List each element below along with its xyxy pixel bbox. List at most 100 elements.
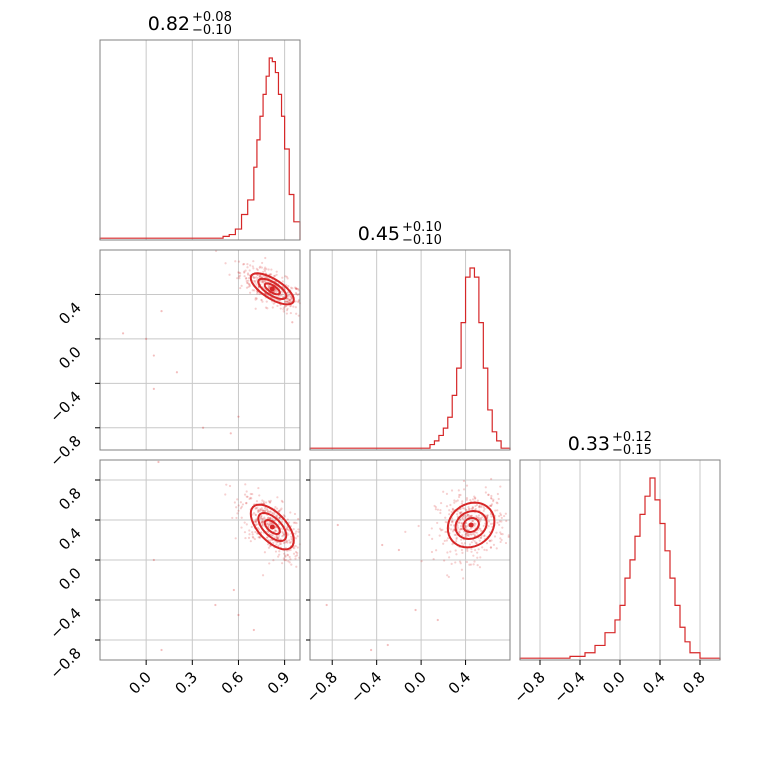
sample-point — [278, 516, 281, 520]
sample-point — [463, 516, 467, 520]
sample-point — [498, 523, 501, 526]
sample-point — [294, 555, 297, 558]
y-tick-label: 0.0 — [55, 564, 85, 594]
sample-point — [478, 506, 481, 509]
sample-point — [459, 511, 462, 514]
histogram-param-1 — [99, 57, 301, 240]
scatter-panel-2-marks — [152, 460, 301, 652]
sample-point — [284, 275, 287, 278]
sample-point — [500, 516, 503, 519]
sample-point — [235, 506, 238, 509]
sample-point — [251, 531, 254, 534]
sample-point — [434, 506, 437, 509]
sample-point — [268, 510, 271, 514]
sample-point — [284, 300, 287, 304]
sample-point — [428, 533, 431, 537]
sample-point — [237, 260, 241, 263]
sample-point — [292, 528, 295, 531]
sample-point — [295, 287, 298, 290]
sample-point — [465, 560, 469, 564]
sample-point — [294, 521, 297, 524]
sample-point — [489, 546, 493, 549]
sample-point — [499, 532, 503, 536]
sample-point — [295, 312, 298, 315]
sample-point — [499, 512, 502, 515]
sample-point — [287, 521, 291, 524]
sample-point — [264, 501, 268, 504]
sample-point — [274, 529, 277, 532]
sample-point — [434, 508, 437, 511]
sample-point — [286, 300, 289, 303]
sample-point — [444, 520, 447, 524]
sample-point — [275, 507, 279, 510]
sample-point — [236, 277, 239, 280]
sample-point — [253, 276, 256, 279]
sample-point — [294, 300, 297, 303]
sample-point — [258, 292, 261, 296]
sample-point — [281, 285, 285, 289]
sample-point — [285, 312, 288, 315]
sample-point — [454, 549, 457, 552]
sample-point — [473, 540, 476, 543]
sample-point — [287, 528, 290, 532]
sample-point — [454, 533, 457, 536]
sample-point — [487, 524, 490, 528]
sample-point — [245, 281, 249, 284]
sample-point — [462, 488, 466, 491]
x-tick-label: 0.0 — [400, 668, 430, 698]
sample-point — [476, 551, 479, 554]
sample-point — [274, 505, 277, 509]
sample-point — [462, 518, 466, 521]
sample-point — [489, 513, 493, 516]
sample-point — [248, 497, 251, 501]
sample-point — [261, 574, 265, 577]
sample-point — [473, 534, 476, 538]
sample-point — [248, 284, 251, 288]
x-tick-label: −0.4 — [347, 668, 385, 706]
sample-point — [228, 273, 231, 276]
sample-point — [460, 568, 464, 571]
sample-point — [263, 507, 267, 510]
sample-point — [259, 515, 263, 518]
sample-point — [503, 514, 506, 518]
contour-level-2 — [257, 277, 288, 301]
sample-point — [459, 525, 463, 528]
sample-point — [289, 558, 292, 561]
outlier-point — [157, 460, 160, 464]
sample-point — [477, 518, 481, 521]
sample-point — [255, 297, 258, 300]
sample-point — [257, 486, 260, 490]
sample-point — [225, 483, 228, 486]
sample-point — [285, 540, 288, 544]
sample-point — [261, 281, 265, 284]
sample-point — [433, 504, 436, 508]
sample-point — [254, 307, 257, 310]
sample-point — [480, 536, 483, 539]
sample-point — [231, 516, 234, 520]
sample-point — [496, 509, 499, 512]
sample-point — [259, 517, 262, 520]
sample-point — [258, 274, 261, 278]
sample-point — [455, 500, 458, 503]
sample-point — [255, 267, 258, 270]
sample-point — [245, 490, 248, 493]
sample-point — [286, 553, 289, 556]
sample-point — [473, 524, 476, 527]
sample-point — [267, 546, 271, 549]
sample-point — [245, 279, 248, 283]
sample-point — [282, 310, 285, 313]
sample-point — [270, 521, 273, 524]
sample-point — [472, 532, 475, 535]
sample-point — [456, 499, 459, 502]
sample-point — [476, 499, 479, 502]
sample-point — [267, 531, 270, 534]
sample-point — [283, 533, 286, 536]
sample-point — [449, 523, 453, 527]
scatter-panel-1-marks — [121, 249, 301, 435]
sample-point — [256, 506, 259, 509]
sample-point — [269, 501, 272, 504]
x-tick-label: 0.3 — [172, 668, 202, 698]
sample-point — [267, 510, 270, 513]
x-tick-label: 0.4 — [639, 668, 669, 698]
y-tick-label: 0.4 — [55, 524, 85, 554]
